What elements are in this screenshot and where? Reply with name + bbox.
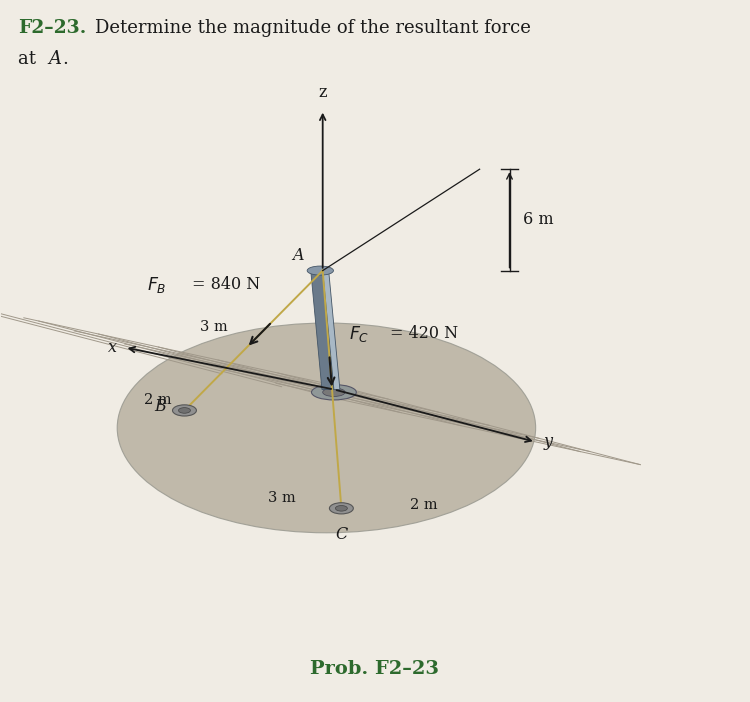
Ellipse shape (335, 505, 347, 511)
Text: x: x (108, 339, 117, 356)
Text: C: C (335, 526, 347, 543)
Ellipse shape (117, 323, 536, 533)
Polygon shape (310, 270, 334, 390)
Ellipse shape (329, 503, 353, 514)
Text: at: at (18, 51, 41, 68)
Text: 6 m: 6 m (523, 211, 554, 228)
Ellipse shape (311, 385, 356, 400)
Text: B: B (154, 399, 166, 416)
Text: F2–23.: F2–23. (18, 19, 86, 37)
Text: 2 m: 2 m (410, 498, 437, 512)
Text: Determine the magnitude of the resultant force: Determine the magnitude of the resultant… (94, 19, 531, 37)
Text: $F_B$: $F_B$ (147, 274, 166, 295)
Ellipse shape (178, 408, 190, 413)
Text: A: A (49, 51, 62, 68)
Text: A: A (292, 246, 304, 263)
Ellipse shape (322, 388, 345, 397)
Text: z: z (319, 84, 327, 101)
Text: 2 m: 2 m (145, 393, 172, 407)
Text: .: . (63, 51, 68, 68)
Text: 3 m: 3 m (200, 319, 228, 333)
Text: = 420 N: = 420 N (390, 325, 458, 342)
Ellipse shape (172, 405, 196, 416)
Text: = 840 N: = 840 N (192, 276, 260, 293)
Text: 3 m: 3 m (268, 491, 296, 505)
Text: y: y (543, 433, 552, 451)
Polygon shape (322, 270, 340, 390)
Ellipse shape (308, 266, 334, 275)
Text: Prob. F2–23: Prob. F2–23 (310, 660, 440, 678)
Text: $F_C$: $F_C$ (349, 324, 369, 343)
